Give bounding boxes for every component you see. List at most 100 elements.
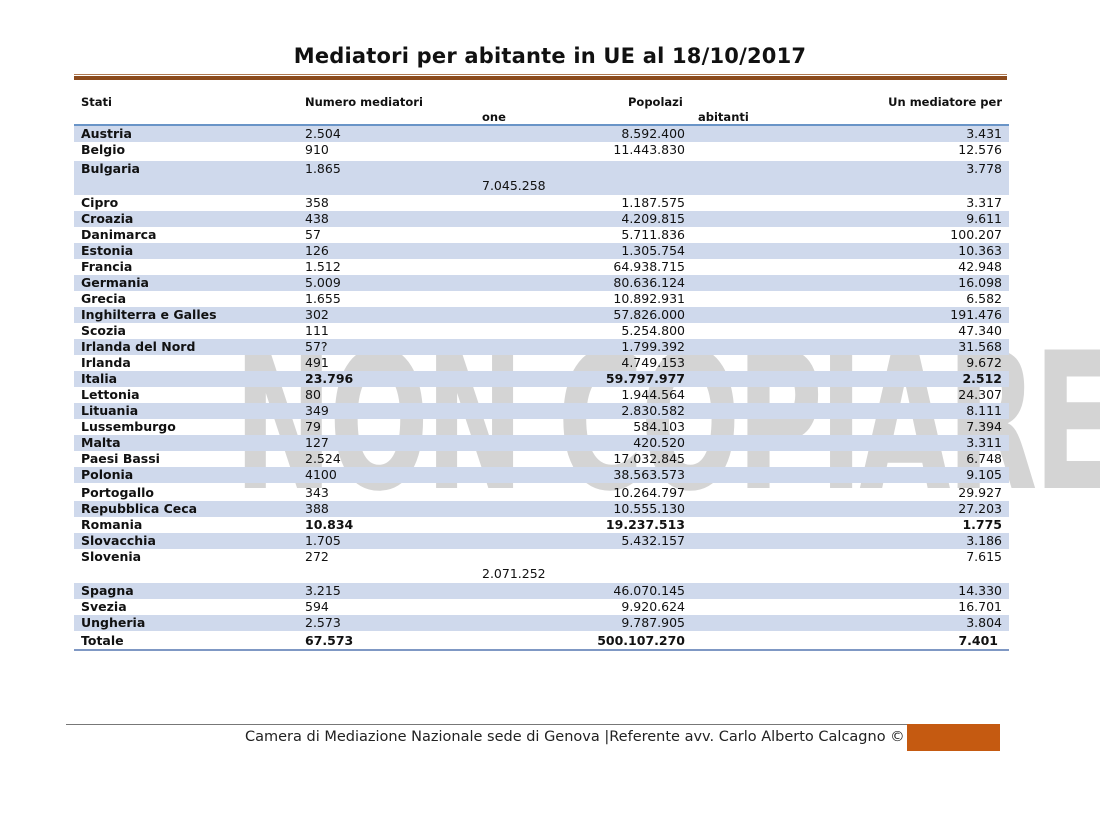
header-stati: Stati [81, 95, 112, 109]
cell-mediatori: 67.573 [305, 633, 354, 648]
cell-popolazione: 1.799.392 [621, 339, 685, 354]
cell-per-abitanti: 3.186 [966, 533, 1002, 548]
cell-per-abitanti: 10.363 [958, 243, 1002, 258]
cell-mediatori: 358 [305, 195, 329, 210]
table-row: Svezia 594 9.920.624 16.701 [74, 599, 1009, 615]
cell-stato: Lituania [81, 403, 139, 418]
cell-stato: Svezia [81, 599, 127, 614]
cell-stato: Austria [81, 126, 132, 141]
cell-stato: Croazia [81, 211, 134, 226]
cell-popolazione: 8.592.400 [621, 126, 685, 141]
title-rule-thick [74, 76, 1007, 80]
cell-stato: Cipro [81, 195, 119, 210]
footer-accent-block [907, 724, 1000, 751]
cell-popolazione: 2.830.582 [621, 403, 685, 418]
cell-stato: Portogallo [81, 485, 155, 500]
table-row: Grecia 1.655 10.892.931 6.582 [74, 291, 1009, 307]
cell-per-abitanti: 16.098 [958, 275, 1002, 290]
cell-popolazione: 5.254.800 [621, 323, 685, 338]
cell-per-abitanti: 12.576 [958, 142, 1002, 157]
table-row: Croazia 438 4.209.815 9.611 [74, 211, 1009, 227]
cell-popolazione: 2.071.252 [482, 566, 546, 581]
cell-per-abitanti: 9.611 [966, 211, 1002, 226]
cell-mediatori: 57 [305, 227, 321, 242]
cell-popolazione: 5.432.157 [621, 533, 685, 548]
cell-stato: Bulgaria [81, 161, 140, 176]
cell-stato: Paesi Bassi [81, 451, 160, 466]
cell-mediatori: 111 [305, 323, 329, 338]
cell-stato: Irlanda [81, 355, 131, 370]
cell-popolazione: 1.305.754 [621, 243, 685, 258]
table-row: Polonia 4100 38.563.573 9.105 [74, 467, 1009, 483]
cell-per-abitanti: 9.672 [966, 355, 1002, 370]
cell-popolazione: 59.797.977 [605, 371, 685, 386]
cell-mediatori: 491 [305, 355, 329, 370]
cell-stato: Lussemburgo [81, 419, 176, 434]
table-row: Slovacchia 1.705 5.432.157 3.186 [74, 533, 1009, 549]
footer-text: Camera di Mediazione Nazionale sede di G… [245, 729, 905, 745]
cell-stato: Romania [81, 517, 143, 532]
header-divider [74, 124, 1009, 126]
cell-stato: Totale [81, 633, 124, 648]
cell-popolazione: 11.443.830 [613, 142, 685, 157]
table-row: Irlanda del Nord 57? 1.799.392 31.568 [74, 339, 1009, 355]
cell-mediatori: 343 [305, 485, 329, 500]
mediators-table: Stati Numero mediatori Popolazi one Un m… [74, 88, 1100, 651]
cell-stato: Inghilterra e Galles [81, 307, 217, 322]
cell-stato: Italia [81, 371, 118, 386]
cell-per-abitanti: 6.748 [966, 451, 1002, 466]
cell-per-abitanti: 42.948 [958, 259, 1002, 274]
table-row: Portogallo 343 10.264.797 29.927 [74, 485, 1009, 501]
table-row: Estonia 126 1.305.754 10.363 [74, 243, 1009, 259]
cell-stato: Polonia [81, 467, 134, 482]
table-row: Malta 127 420.520 3.311 [74, 435, 1009, 451]
table-row-total: Totale 67.573 500.107.270 7.401 [74, 633, 1009, 649]
cell-per-abitanti: 3.778 [966, 161, 1002, 176]
header-popolazione-2: one [482, 110, 506, 124]
cell-popolazione: 10.892.931 [613, 291, 685, 306]
cell-stato: Francia [81, 259, 133, 274]
cell-popolazione: 10.264.797 [613, 485, 685, 500]
cell-popolazione: 5.711.836 [621, 227, 685, 242]
cell-mediatori: 127 [305, 435, 329, 450]
cell-mediatori: 594 [305, 599, 329, 614]
cell-per-abitanti: 3.804 [966, 615, 1002, 630]
title-rule-thin [74, 74, 1007, 75]
cell-popolazione: 10.555.130 [613, 501, 685, 516]
table-row: Belgio 910 11.443.830 12.576 [74, 142, 1009, 158]
header-per-abitanti-1: Un mediatore per [888, 95, 1002, 109]
cell-mediatori: 5.009 [305, 275, 341, 290]
cell-stato: Belgio [81, 142, 126, 157]
cell-popolazione: 420.520 [633, 435, 685, 450]
cell-per-abitanti: 6.582 [966, 291, 1002, 306]
cell-per-abitanti: 191.476 [950, 307, 1002, 322]
cell-per-abitanti: 3.311 [966, 435, 1002, 450]
table-row: Scozia 111 5.254.800 47.340 [74, 323, 1009, 339]
cell-per-abitanti: 7.394 [966, 419, 1002, 434]
table-body: NON COPIARE Austria 2.504 8.592.400 3.431 B… [74, 126, 1100, 649]
table-row: Slovenia 272 2.071.252 7.615 [74, 549, 1009, 583]
cell-popolazione: 7.045.258 [482, 178, 546, 193]
table-row: Cipro 358 1.187.575 3.317 [74, 195, 1009, 211]
cell-mediatori: 438 [305, 211, 329, 226]
cell-per-abitanti: 31.568 [958, 339, 1002, 354]
header-per-abitanti-2: abitanti [698, 110, 749, 124]
table-row: Repubblica Ceca 388 10.555.130 27.203 [74, 501, 1009, 517]
cell-popolazione: 64.938.715 [613, 259, 685, 274]
cell-mediatori: 3.215 [305, 583, 341, 598]
cell-mediatori: 10.834 [305, 517, 354, 532]
cell-popolazione: 4.749.153 [621, 355, 685, 370]
cell-stato: Scozia [81, 323, 126, 338]
cell-popolazione: 9.920.624 [621, 599, 685, 614]
cell-mediatori: 2.573 [305, 615, 341, 630]
cell-mediatori: 272 [305, 549, 329, 564]
table-row: Francia 1.512 64.938.715 42.948 [74, 259, 1009, 275]
cell-mediatori: 388 [305, 501, 329, 516]
cell-per-abitanti: 8.111 [966, 403, 1002, 418]
cell-stato: Slovacchia [81, 533, 156, 548]
table-row: Paesi Bassi 2.524 17.032.845 6.748 [74, 451, 1009, 467]
cell-mediatori: 79 [305, 419, 321, 434]
cell-per-abitanti: 3.431 [966, 126, 1002, 141]
cell-stato: Danimarca [81, 227, 157, 242]
cell-stato: Irlanda del Nord [81, 339, 196, 354]
